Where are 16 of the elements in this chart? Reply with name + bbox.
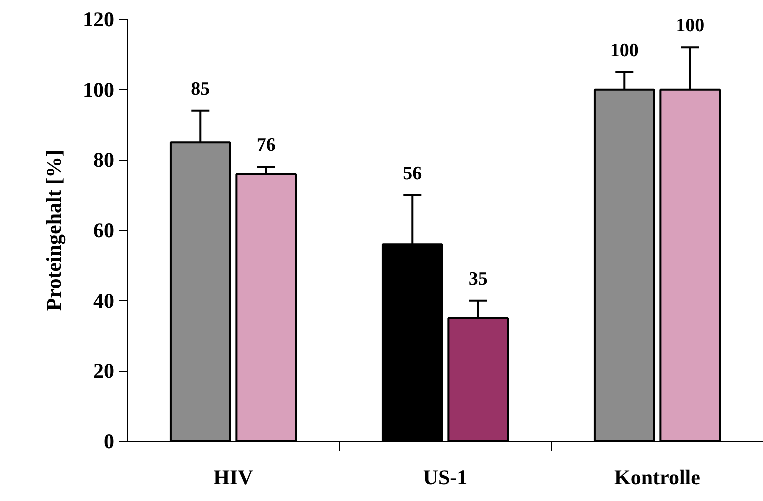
data-label: 100 [610,40,639,62]
y-tick-label: 100 [83,78,114,102]
y-axis-title: Proteingehalt [%] [42,150,66,312]
y-tick-label: 20 [94,359,114,384]
data-label: 85 [191,78,210,100]
y-tick-label: 60 [94,218,114,242]
x-tick-label: Kontrolle [614,466,700,490]
data-label: 35 [468,268,488,290]
data-label: 76 [256,135,276,156]
y-tick-label: 120 [83,8,114,32]
y-tick-label: 80 [94,148,114,172]
y-tick-label: 0 [104,430,114,454]
data-label: 56 [403,163,422,184]
x-tick-label: US-1 [423,466,468,490]
y-tick-label: 40 [94,288,114,313]
x-tick-label: HIV [214,466,254,490]
